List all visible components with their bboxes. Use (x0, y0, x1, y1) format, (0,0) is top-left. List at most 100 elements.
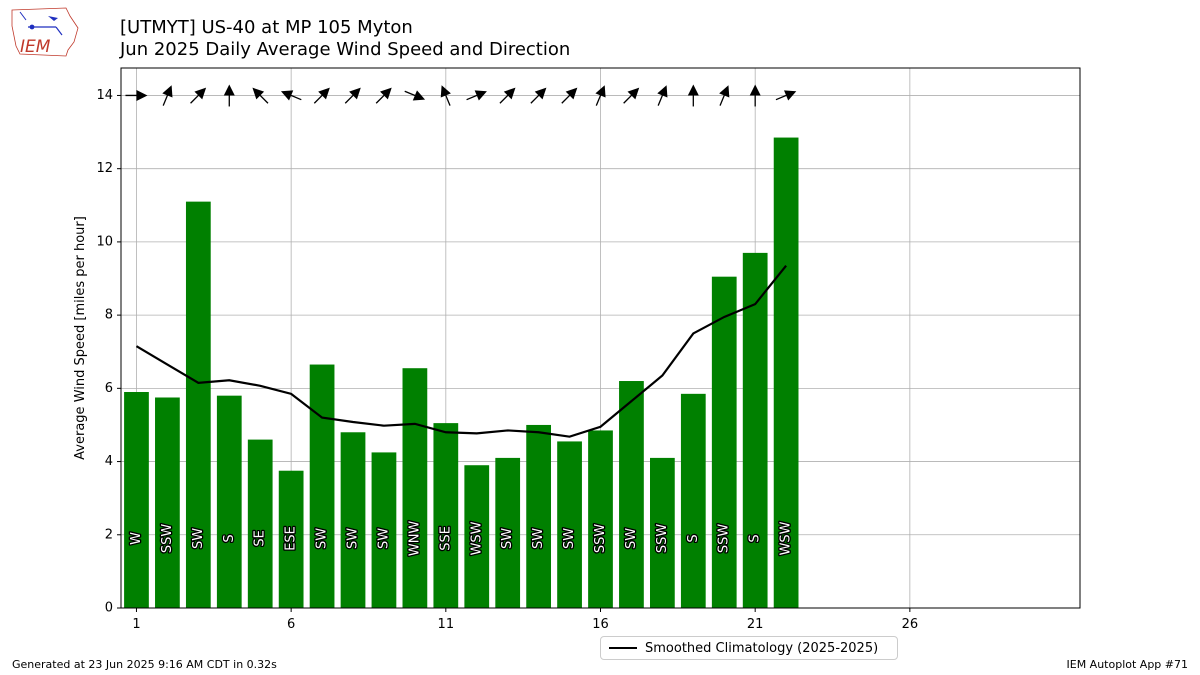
wind-arrow-head (223, 84, 235, 96)
y-tick-label: 0 (105, 601, 113, 616)
app-credit: IEM Autoplot App #71 (1066, 658, 1189, 671)
wind-arrow-head (349, 87, 361, 100)
bar-day-16 (588, 430, 613, 608)
bar-day-13 (495, 457, 521, 608)
direction-label-day-14: SW (531, 528, 546, 549)
bar-day-8 (340, 432, 366, 608)
bar-day-7 (309, 364, 335, 608)
bar-day-20 (711, 276, 737, 608)
wind-arrow-day-11 (440, 85, 451, 106)
wind-arrow-head (194, 87, 207, 100)
wind-arrow-head (719, 85, 730, 98)
wind-arrow-head (318, 87, 330, 100)
direction-label-day-20: SSW (717, 524, 732, 554)
wind-arrow-day-8 (344, 87, 361, 104)
direction-label-day-15: SW (562, 528, 577, 549)
wind-arrow-day-13 (499, 87, 516, 104)
legend-label: Smoothed Climatology (2025-2025) (645, 640, 879, 656)
bar-day-10 (402, 368, 428, 608)
direction-label-day-6: ESE (284, 526, 299, 551)
bar-day-21 (742, 252, 768, 609)
climatology-line-layer (135, 265, 787, 438)
wind-arrow-day-14 (530, 87, 547, 104)
wind-arrow-head (595, 85, 606, 98)
direction-label-day-2: SSW (160, 524, 175, 554)
bar-day-19 (680, 393, 706, 608)
wind-arrow-head (565, 87, 578, 100)
direction-label-day-8: SW (346, 528, 361, 549)
y-tick-label: 14 (96, 88, 113, 103)
wind-arrow-head (136, 89, 148, 101)
wind-arrow-day-2 (162, 85, 173, 106)
wind-arrow-head (280, 90, 294, 101)
x-tick-label: 6 (287, 617, 295, 632)
direction-label-day-21: S (748, 534, 763, 542)
direction-label-day-10: WNW (407, 521, 422, 557)
wind-arrow-day-7 (313, 87, 330, 104)
direction-label-day-16: SSW (593, 524, 608, 554)
wind-arrow-head (784, 90, 797, 101)
wind-arrow-head (412, 90, 426, 101)
wind-arrow-day-20 (719, 85, 730, 106)
wind-arrow-head (380, 87, 392, 100)
direction-label-day-3: SW (191, 528, 206, 549)
legend-line-swatch (609, 647, 637, 649)
bar-day-14 (526, 424, 552, 608)
direction-label-day-13: SW (500, 528, 515, 549)
wind-arrow-day-16 (595, 85, 606, 106)
wind-arrow-head (162, 85, 173, 98)
bar-day-22 (773, 137, 799, 608)
bar-day-4 (216, 395, 242, 608)
legend: Smoothed Climatology (2025-2025) (600, 636, 898, 660)
direction-label-day-19: S (686, 534, 701, 542)
direction-label-day-17: SW (624, 528, 639, 549)
generated-timestamp: Generated at 23 Jun 2025 9:16 AM CDT in … (12, 658, 277, 671)
bar-day-15 (557, 441, 582, 608)
bar-day-5 (247, 439, 273, 608)
direction-label-day-1: W (129, 532, 144, 545)
direction-labels-layer: W SSW SW S SE ESE SW SW SW WNW SSE WSW SW SW SW SSW SW SS… (128, 519, 795, 557)
wind-arrow-day-15 (561, 87, 578, 104)
wind-arrow-head (440, 85, 451, 98)
bar-day-18 (649, 457, 675, 608)
wind-arrow-day-21 (749, 84, 761, 107)
wind-arrow-head (474, 90, 487, 101)
y-tick-label: 12 (96, 161, 113, 176)
title-line-1: [UTMYT] US-40 at MP 105 Myton (120, 17, 413, 38)
wind-arrow-day-3 (190, 87, 207, 104)
wind-arrow-day-9 (375, 87, 392, 104)
wind-arrow-head (503, 87, 516, 100)
direction-label-day-7: SW (315, 528, 330, 549)
y-tick-label: 2 (105, 527, 113, 542)
wind-arrows-layer (125, 84, 797, 107)
bar-day-6 (278, 470, 304, 608)
y-tick-label: 8 (105, 308, 113, 323)
bar-day-17 (619, 381, 644, 608)
logo-text: IEM (20, 37, 51, 57)
direction-label-day-22: WSW (779, 521, 794, 555)
wind-arrow-head (657, 85, 668, 98)
direction-label-day-4: S (222, 534, 237, 542)
bars-layer (124, 137, 799, 609)
bar-day-1 (124, 392, 149, 608)
y-tick-label: 10 (96, 234, 113, 249)
direction-label-day-11: SSE (438, 526, 453, 551)
direction-label-day-18: SSW (655, 524, 670, 554)
bar-day-3 (185, 201, 211, 608)
y-axis-label: Average Wind Speed [miles per hour] (73, 216, 88, 460)
direction-label-day-5: SE (253, 530, 268, 546)
wind-arrow-head (252, 87, 265, 100)
bar-day-12 (464, 465, 490, 608)
climatology-line (135, 265, 787, 438)
x-tick-label: 21 (747, 617, 764, 632)
wind-arrow-day-19 (687, 84, 699, 107)
wind-arrow-day-12 (466, 90, 487, 101)
wind-arrow-day-4 (223, 84, 235, 107)
x-tick-label: 11 (438, 617, 455, 632)
wind-arrow-day-6 (280, 90, 302, 101)
bar-day-2 (155, 397, 180, 608)
wind-arrow-day-22 (775, 90, 797, 101)
bar-day-11 (433, 423, 459, 608)
